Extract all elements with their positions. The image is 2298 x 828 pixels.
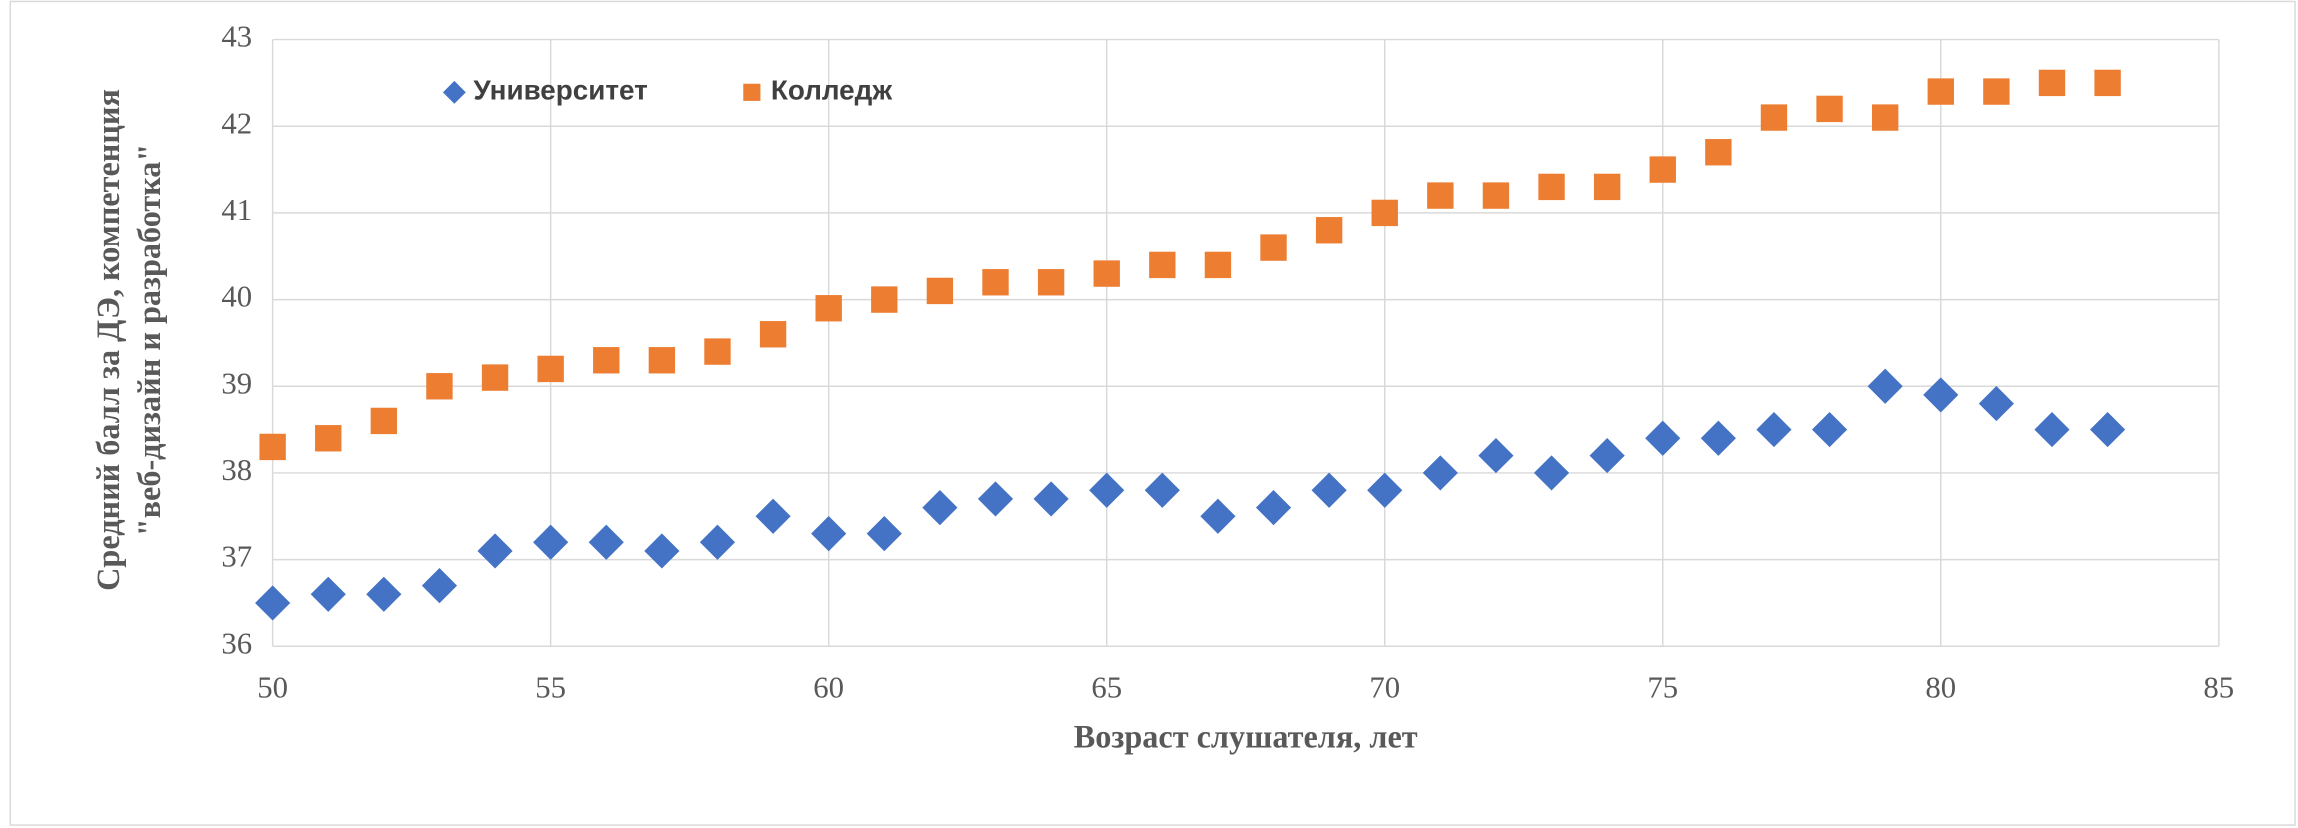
y-tick-label: 38 bbox=[221, 453, 252, 487]
x-tick-label: 75 bbox=[1647, 670, 1678, 704]
point bbox=[1427, 182, 1454, 209]
point bbox=[1037, 269, 1065, 296]
point bbox=[1923, 377, 1959, 413]
point bbox=[1149, 251, 1176, 279]
x-tick-label: 80 bbox=[1925, 670, 1956, 704]
point bbox=[982, 269, 1009, 296]
point bbox=[2094, 69, 2121, 97]
y-axis-title-line: Средний балл за ДЭ, компетенция bbox=[90, 89, 126, 591]
point bbox=[1371, 199, 1398, 227]
legend-label: Колледж bbox=[771, 75, 892, 106]
y-axis-title: Средний балл за ДЭ, компетенция "веб-диз… bbox=[90, 89, 167, 591]
point bbox=[1260, 234, 1287, 261]
point bbox=[1255, 490, 1292, 526]
point bbox=[315, 425, 342, 452]
point bbox=[259, 433, 286, 461]
point bbox=[426, 373, 453, 400]
point bbox=[704, 338, 731, 365]
point bbox=[1367, 472, 1403, 508]
point bbox=[1871, 104, 1899, 131]
point bbox=[1645, 420, 1681, 456]
point bbox=[1760, 104, 1788, 131]
y-axis-title-line: "веб-дизайн и разработка" bbox=[131, 144, 167, 537]
y-tick-label: 37 bbox=[221, 540, 252, 574]
legend-label: Университет bbox=[473, 75, 647, 106]
point bbox=[1593, 173, 1621, 201]
x-tick-label: 85 bbox=[2203, 670, 2234, 704]
point bbox=[926, 277, 954, 305]
y-tick-label: 41 bbox=[221, 193, 252, 227]
point bbox=[1538, 173, 1565, 201]
point bbox=[2038, 69, 2066, 97]
point bbox=[1311, 472, 1347, 508]
point bbox=[759, 321, 787, 348]
legend-marker bbox=[442, 80, 466, 104]
y-tick-label: 42 bbox=[221, 106, 252, 140]
point bbox=[1978, 386, 2014, 422]
point bbox=[1816, 95, 1843, 123]
point bbox=[1315, 217, 1343, 244]
y-tick-label: 39 bbox=[221, 366, 252, 400]
x-tick-label: 70 bbox=[1369, 670, 1400, 704]
x-tick-label: 55 bbox=[535, 670, 566, 704]
point bbox=[815, 295, 842, 322]
point bbox=[1867, 368, 1903, 404]
y-tick-label: 40 bbox=[221, 280, 252, 314]
point bbox=[1705, 139, 1732, 166]
point bbox=[1478, 438, 1514, 474]
legend-marker bbox=[743, 83, 761, 101]
point bbox=[1204, 251, 1232, 279]
point bbox=[537, 355, 564, 383]
x-tick-label: 50 bbox=[257, 670, 288, 704]
point bbox=[593, 347, 620, 374]
x-axis-title: Возраст слушателя, лет bbox=[1074, 718, 1418, 754]
point bbox=[1093, 260, 1120, 287]
y-tick-label: 36 bbox=[221, 626, 252, 660]
point bbox=[370, 407, 398, 435]
point bbox=[1482, 182, 1510, 209]
point bbox=[1589, 438, 1625, 474]
x-tick-label: 65 bbox=[1091, 670, 1122, 704]
point bbox=[1089, 472, 1125, 508]
point bbox=[1700, 420, 1736, 456]
x-tick-label: 60 bbox=[813, 670, 844, 704]
point bbox=[1983, 78, 2010, 105]
point bbox=[481, 364, 509, 391]
point bbox=[648, 347, 676, 374]
point bbox=[1649, 156, 1676, 183]
y-tick-label: 43 bbox=[221, 20, 252, 54]
point bbox=[1927, 78, 1954, 105]
point bbox=[1422, 455, 1458, 491]
point bbox=[1533, 455, 1570, 491]
point bbox=[871, 286, 898, 313]
